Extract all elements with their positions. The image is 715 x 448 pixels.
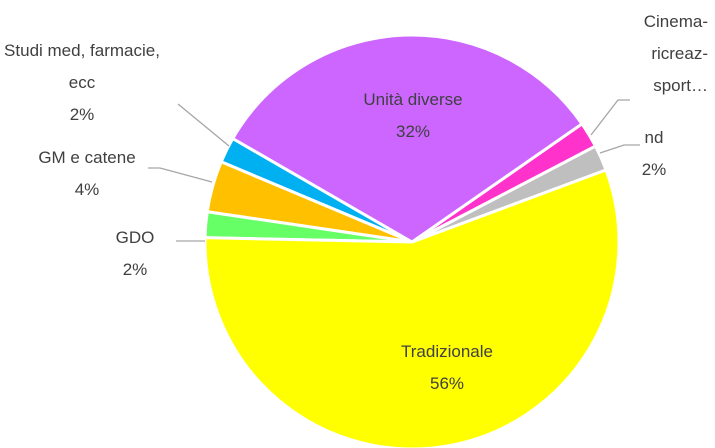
leader-line [599,144,640,154]
category-label: Cinema-ricreaz-sport… [643,12,708,95]
category-label: GDO [115,228,155,247]
category-label: Tradizionale [401,342,493,361]
leader-line [148,167,213,183]
category-label: nd [644,128,664,147]
category-label: Studi med, farmacie, ecc [4,41,160,92]
value-label: 2% [122,260,148,279]
value-label: 32% [395,122,431,141]
category-label: GM e catene [38,148,136,167]
value-label: 56% [429,374,465,393]
value-label: 2% [69,105,95,124]
pie-slice [203,167,621,448]
pie-slice [230,33,585,244]
leader-line [590,99,630,136]
value-label: 2% [641,160,667,179]
value-label: 4% [74,180,100,199]
category-label: Unità diverse [363,90,463,109]
leader-line [177,103,230,147]
